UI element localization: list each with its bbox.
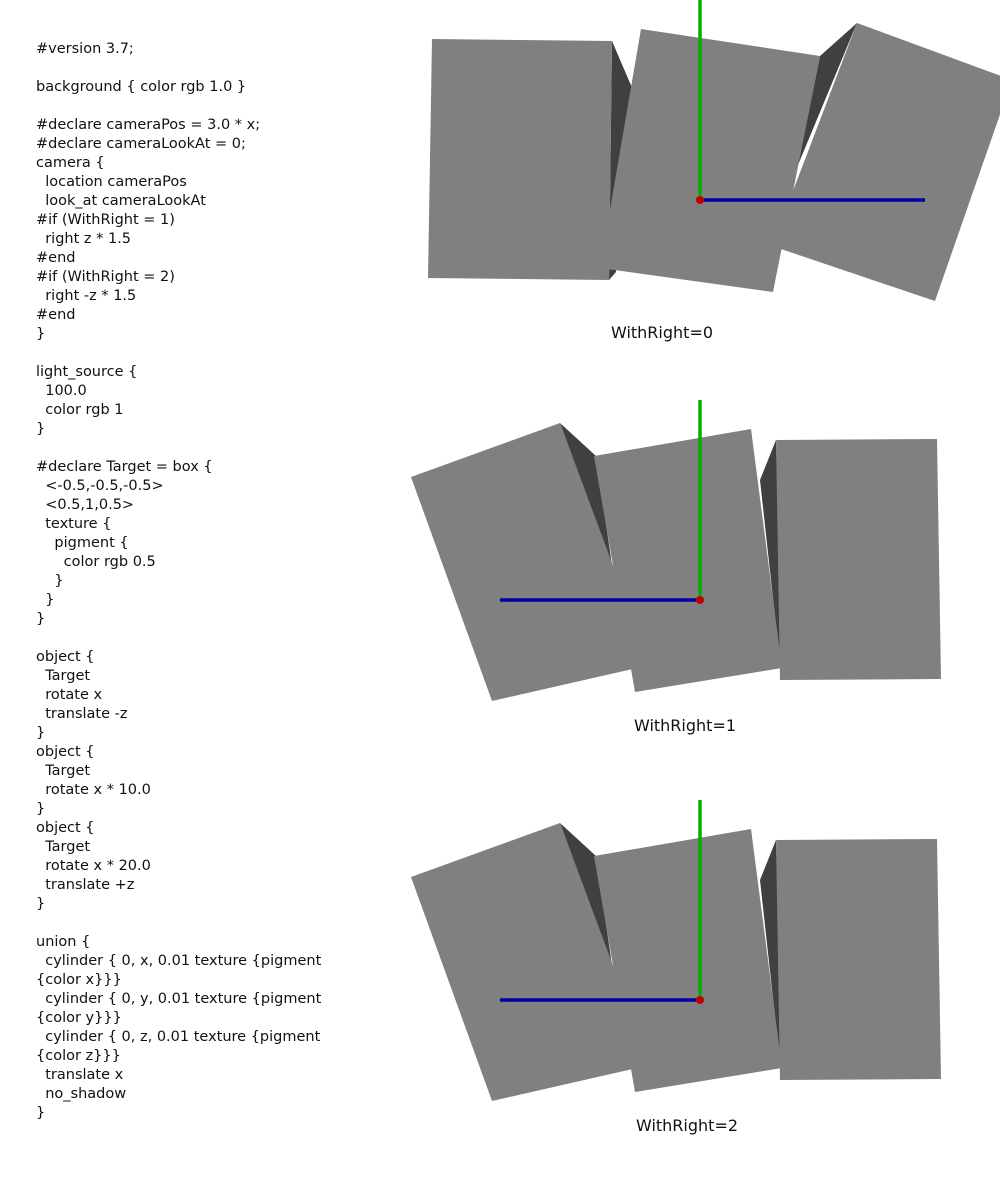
code-line: right -z * 1.5: [36, 288, 137, 304]
code-line: #if (WithRight = 2): [36, 269, 175, 285]
code-line: translate +z: [36, 877, 135, 893]
code-line: }: [36, 725, 46, 741]
code-line: camera {: [36, 155, 105, 171]
code-line: }: [36, 326, 46, 342]
box-face: [428, 39, 612, 280]
code-line: Target: [36, 763, 91, 779]
code-line: #version 3.7;: [36, 41, 134, 57]
code-line: #end: [36, 307, 76, 323]
code-line: object {: [36, 820, 95, 836]
code-line: location cameraPos: [36, 174, 187, 190]
code-line: texture {: [36, 516, 112, 532]
code-line: <0.5,1,0.5>: [36, 497, 135, 513]
render-caption-2: WithRight=2: [635, 1116, 739, 1135]
box-face: [594, 429, 782, 692]
box-face: [776, 839, 941, 1080]
code-line: background { color rgb 1.0 }: [36, 79, 247, 95]
code-line: #if (WithRight = 1): [36, 212, 175, 228]
code-line: cylinder { 0, z, 0.01 texture {pigment: [36, 1029, 321, 1045]
code-line: }: [36, 1105, 46, 1121]
code-line: cylinder { 0, y, 0.01 texture {pigment: [36, 991, 322, 1007]
code-line: #end: [36, 250, 76, 266]
render-caption-1: WithRight=1: [633, 716, 737, 735]
code-line: translate -z: [36, 706, 128, 722]
code-line: {color z}}}: [36, 1048, 121, 1064]
code-line: no_shadow: [36, 1086, 127, 1102]
x-axis-cylinder-end: [696, 596, 704, 604]
code-line: #declare cameraLookAt = 0;: [36, 136, 246, 152]
code-line: pigment {: [36, 535, 129, 551]
code-line: rotate x * 10.0: [36, 782, 151, 798]
code-line: cylinder { 0, x, 0.01 texture {pigment: [36, 953, 322, 969]
code-line: color rgb 0.5: [36, 554, 156, 570]
code-line: {color x}}}: [36, 972, 122, 988]
pov-ray-source-code: #version 3.7; background { color rgb 1.0 …: [36, 40, 321, 1123]
box-face: [600, 29, 820, 292]
box-face: [411, 423, 650, 701]
code-line: translate x: [36, 1067, 124, 1083]
code-line: object {: [36, 744, 95, 760]
code-line: }: [36, 611, 46, 627]
x-axis-cylinder-end: [696, 196, 704, 204]
code-line: 100.0: [36, 383, 87, 399]
code-line: #declare Target = box {: [36, 459, 213, 475]
code-line: object {: [36, 649, 95, 665]
code-line: look_at cameraLookAt: [36, 193, 206, 209]
box-face: [772, 23, 1000, 301]
box-side-face: [760, 840, 782, 1080]
code-line: }: [36, 896, 46, 912]
box-side-face: [798, 23, 857, 165]
box-face: [411, 823, 650, 1101]
code-line: Target: [36, 668, 91, 684]
code-line: light_source {: [36, 364, 138, 380]
code-line: color rgb 1: [36, 402, 124, 418]
x-axis-cylinder-end: [696, 996, 704, 1004]
code-line: Target: [36, 839, 91, 855]
code-line: #declare cameraPos = 3.0 * x;: [36, 117, 261, 133]
box-face: [594, 829, 782, 1092]
render-caption-0: WithRight=0: [610, 323, 714, 342]
code-line: }: [36, 421, 46, 437]
code-line: <-0.5,-0.5,-0.5>: [36, 478, 164, 494]
render-0: [428, 0, 1000, 301]
code-line: right z * 1.5: [36, 231, 132, 247]
code-line: }: [36, 801, 46, 817]
box-side-face: [760, 440, 782, 680]
code-line: {color y}}}: [36, 1010, 122, 1026]
code-line: rotate x * 20.0: [36, 858, 151, 874]
code-line: rotate x: [36, 687, 103, 703]
render-2: [411, 800, 941, 1101]
code-line: }: [36, 592, 55, 608]
box-face: [776, 439, 941, 680]
code-line: }: [36, 573, 64, 589]
code-line: union {: [36, 934, 91, 950]
render-1: [411, 400, 941, 701]
